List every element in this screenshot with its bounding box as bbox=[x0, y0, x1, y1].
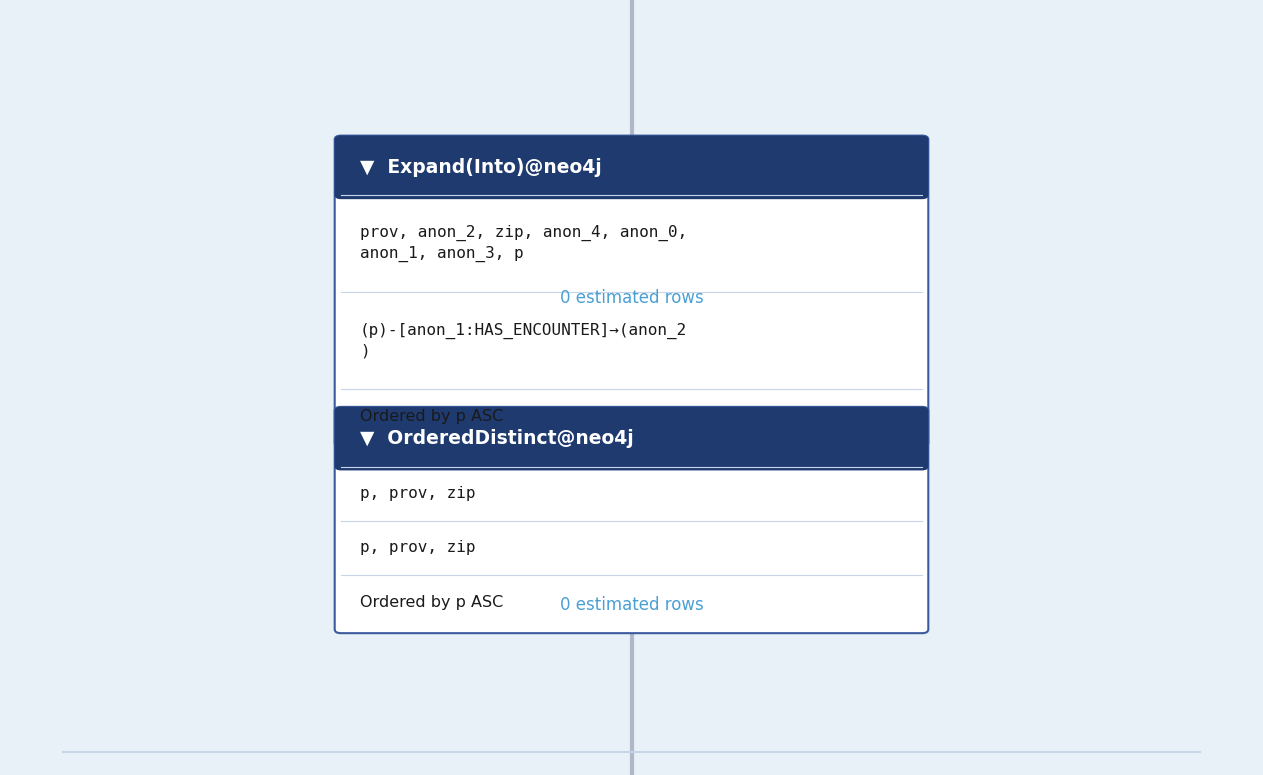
Text: Ordered by p ASC: Ordered by p ASC bbox=[360, 594, 503, 610]
Text: ▼  Expand(Into)@neo4j: ▼ Expand(Into)@neo4j bbox=[360, 158, 601, 177]
Bar bbox=[341, 521, 922, 575]
Text: 0 estimated rows: 0 estimated rows bbox=[560, 289, 703, 308]
Bar bbox=[341, 439, 922, 467]
Bar bbox=[341, 575, 922, 629]
Bar bbox=[341, 292, 922, 389]
Text: 0 estimated rows: 0 estimated rows bbox=[560, 595, 703, 614]
Bar bbox=[341, 389, 922, 443]
Text: p, prov, zip: p, prov, zip bbox=[360, 540, 475, 556]
Bar bbox=[341, 467, 922, 521]
FancyBboxPatch shape bbox=[335, 407, 928, 633]
Text: (p)-[anon_1:HAS_ENCOUNTER]→(anon_2
): (p)-[anon_1:HAS_ENCOUNTER]→(anon_2 ) bbox=[360, 322, 687, 359]
Bar bbox=[341, 167, 922, 195]
Text: Ordered by p ASC: Ordered by p ASC bbox=[360, 408, 503, 424]
Text: p, prov, zip: p, prov, zip bbox=[360, 486, 475, 501]
Bar bbox=[341, 195, 922, 292]
Text: ▼  OrderedDistinct@neo4j: ▼ OrderedDistinct@neo4j bbox=[360, 429, 634, 448]
FancyBboxPatch shape bbox=[335, 136, 928, 447]
FancyBboxPatch shape bbox=[335, 407, 928, 470]
Text: prov, anon_2, zip, anon_4, anon_0,
anon_1, anon_3, p: prov, anon_2, zip, anon_4, anon_0, anon_… bbox=[360, 225, 687, 263]
FancyBboxPatch shape bbox=[335, 136, 928, 199]
